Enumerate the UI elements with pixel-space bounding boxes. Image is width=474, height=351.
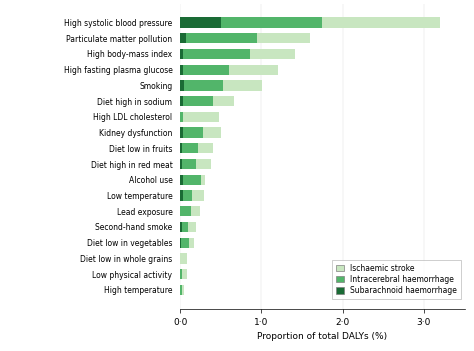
Bar [182, 285, 184, 295]
Bar [184, 80, 223, 91]
Bar [180, 127, 182, 138]
Bar [180, 175, 183, 185]
Bar [180, 253, 187, 264]
Bar [183, 175, 201, 185]
Bar [182, 222, 188, 232]
Bar [180, 143, 182, 153]
Bar [180, 65, 183, 75]
Bar [213, 96, 234, 106]
Bar [322, 18, 440, 28]
Bar [192, 190, 204, 201]
Bar [180, 159, 182, 169]
Bar [180, 112, 182, 122]
Bar [201, 175, 205, 185]
Bar [182, 127, 203, 138]
Bar [229, 65, 278, 75]
Bar [182, 269, 187, 279]
Bar [188, 222, 196, 232]
Bar [250, 49, 295, 59]
Bar [180, 96, 182, 106]
Bar [180, 222, 182, 232]
Bar [257, 33, 310, 43]
Bar [180, 206, 191, 216]
Bar [182, 159, 196, 169]
Bar [183, 49, 250, 59]
Bar [182, 143, 198, 153]
Bar [191, 206, 201, 216]
Bar [180, 238, 181, 248]
Bar [223, 80, 262, 91]
Bar [182, 190, 192, 201]
Bar [182, 96, 213, 106]
Bar [198, 143, 213, 153]
Bar [182, 112, 219, 122]
Bar [180, 33, 186, 43]
Bar [189, 238, 194, 248]
Bar [183, 65, 229, 75]
Bar [180, 49, 183, 59]
Bar [180, 190, 182, 201]
Bar [180, 285, 182, 295]
Bar [181, 238, 189, 248]
Bar [186, 33, 257, 43]
X-axis label: Proportion of total DALYs (%): Proportion of total DALYs (%) [257, 332, 387, 342]
Bar [180, 80, 184, 91]
Bar [180, 18, 221, 28]
Bar [203, 127, 221, 138]
Bar [196, 159, 211, 169]
Legend: Ischaemic stroke, Intracerebral haemorrhage, Subarachnoid haemorrhage: Ischaemic stroke, Intracerebral haemorrh… [332, 260, 461, 299]
Bar [221, 18, 322, 28]
Bar [180, 269, 182, 279]
